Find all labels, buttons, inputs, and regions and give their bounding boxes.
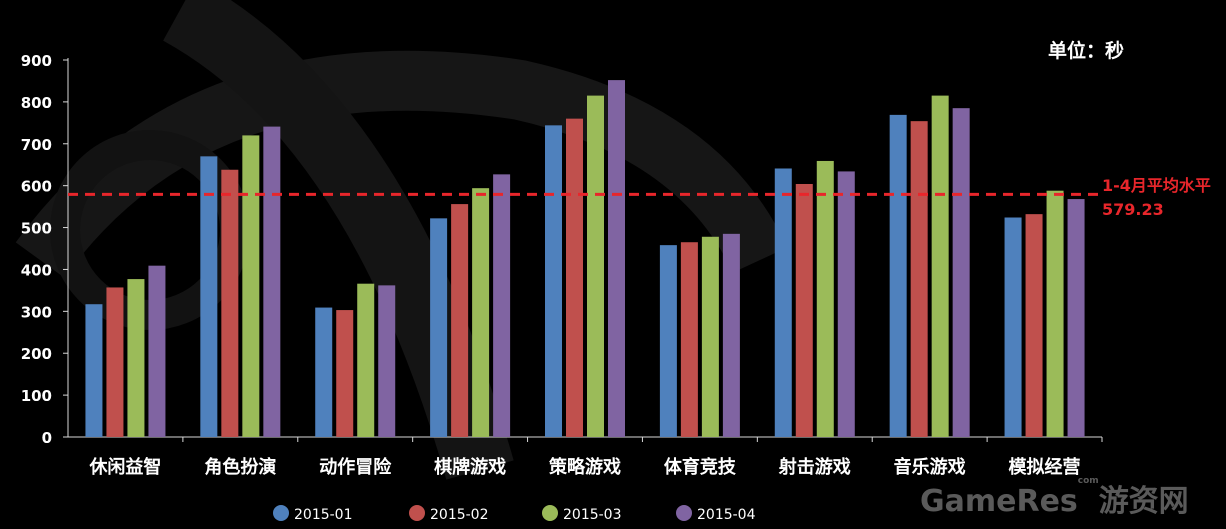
bar [85, 304, 103, 437]
bar [1025, 214, 1043, 437]
bar [795, 183, 813, 437]
x-tick-label: 体育竞技 [664, 456, 737, 478]
bar [1046, 190, 1064, 437]
bar [127, 279, 145, 437]
bar [106, 287, 124, 437]
legend-label: 2015-04 [697, 507, 756, 523]
bar [430, 218, 448, 437]
bar [221, 169, 239, 437]
bar [378, 285, 396, 437]
watermark-brand: GameRes [920, 484, 1078, 519]
bar [336, 310, 354, 437]
y-tick-label: 500 [21, 220, 52, 238]
y-tick-label: 600 [21, 178, 52, 196]
bar [1067, 199, 1085, 437]
y-tick-label: 700 [21, 136, 52, 154]
x-tick-label: 棋牌游戏 [434, 456, 506, 478]
bar [608, 80, 625, 438]
bar [263, 126, 281, 437]
average-line-label: 1-4月平均水平 [1102, 176, 1211, 196]
x-tick-label: 模拟经营 [1009, 456, 1081, 478]
bar [816, 160, 834, 438]
bar [931, 95, 949, 437]
x-tick-label: 角色扮演 [204, 456, 276, 478]
bar [837, 171, 855, 437]
x-tick-label: 动作冒险 [319, 456, 392, 478]
bar [889, 114, 907, 437]
bar [701, 236, 719, 437]
bar [1004, 217, 1022, 437]
legend-marker [273, 505, 289, 521]
bar [472, 188, 490, 437]
legend-marker [542, 505, 558, 521]
bar [722, 233, 740, 437]
y-tick-label: 300 [21, 303, 52, 321]
legend-label: 2015-02 [430, 507, 489, 523]
bar [566, 118, 583, 438]
bar [910, 121, 928, 437]
background-logo-stroke [162, 0, 514, 480]
bar [774, 168, 792, 437]
watermark-suffix: com [1077, 476, 1099, 486]
bar [587, 95, 604, 437]
chart-axes: 0 100 200 300 400 500 600 700 800 900 休闲益智 角色扮演 动作冒险… [21, 52, 1103, 478]
y-tick-label: 0 [42, 429, 52, 447]
watermark-site: 游资网 [1098, 484, 1189, 519]
bar [242, 135, 260, 437]
bar [659, 245, 677, 437]
bar [493, 174, 511, 437]
y-tick-label: 200 [21, 345, 52, 363]
bar [357, 283, 375, 437]
x-tick-label: 音乐游戏 [894, 456, 966, 478]
background-logo-watermark [15, 0, 788, 480]
x-tick-label: 休闲益智 [88, 456, 161, 478]
y-tick-label: 900 [21, 52, 52, 70]
bar [315, 307, 333, 437]
average-line-value: 579.23 [1102, 200, 1164, 220]
bar [451, 204, 469, 437]
chart-bars [85, 80, 1085, 438]
legend-label: 2015-01 [294, 507, 353, 523]
x-tick-label: 策略游戏 [549, 456, 621, 478]
site-watermark: GameRescom游资网 [920, 476, 1189, 520]
bar [545, 125, 562, 437]
bar [680, 242, 698, 437]
bar [200, 156, 218, 437]
y-tick-label: 100 [21, 387, 52, 405]
legend-label: 2015-03 [563, 507, 622, 523]
bar [952, 108, 970, 437]
x-tick-label: 射击游戏 [778, 456, 851, 478]
y-tick-label: 400 [21, 261, 52, 279]
legend-marker [676, 505, 692, 521]
y-tick-label: 800 [21, 94, 52, 112]
chart-legend: 2015-01 2015-02 2015-03 2015-04 [273, 505, 756, 523]
legend-marker [409, 505, 425, 521]
unit-label: 单位：秒 [1048, 40, 1125, 62]
bar [148, 265, 166, 437]
